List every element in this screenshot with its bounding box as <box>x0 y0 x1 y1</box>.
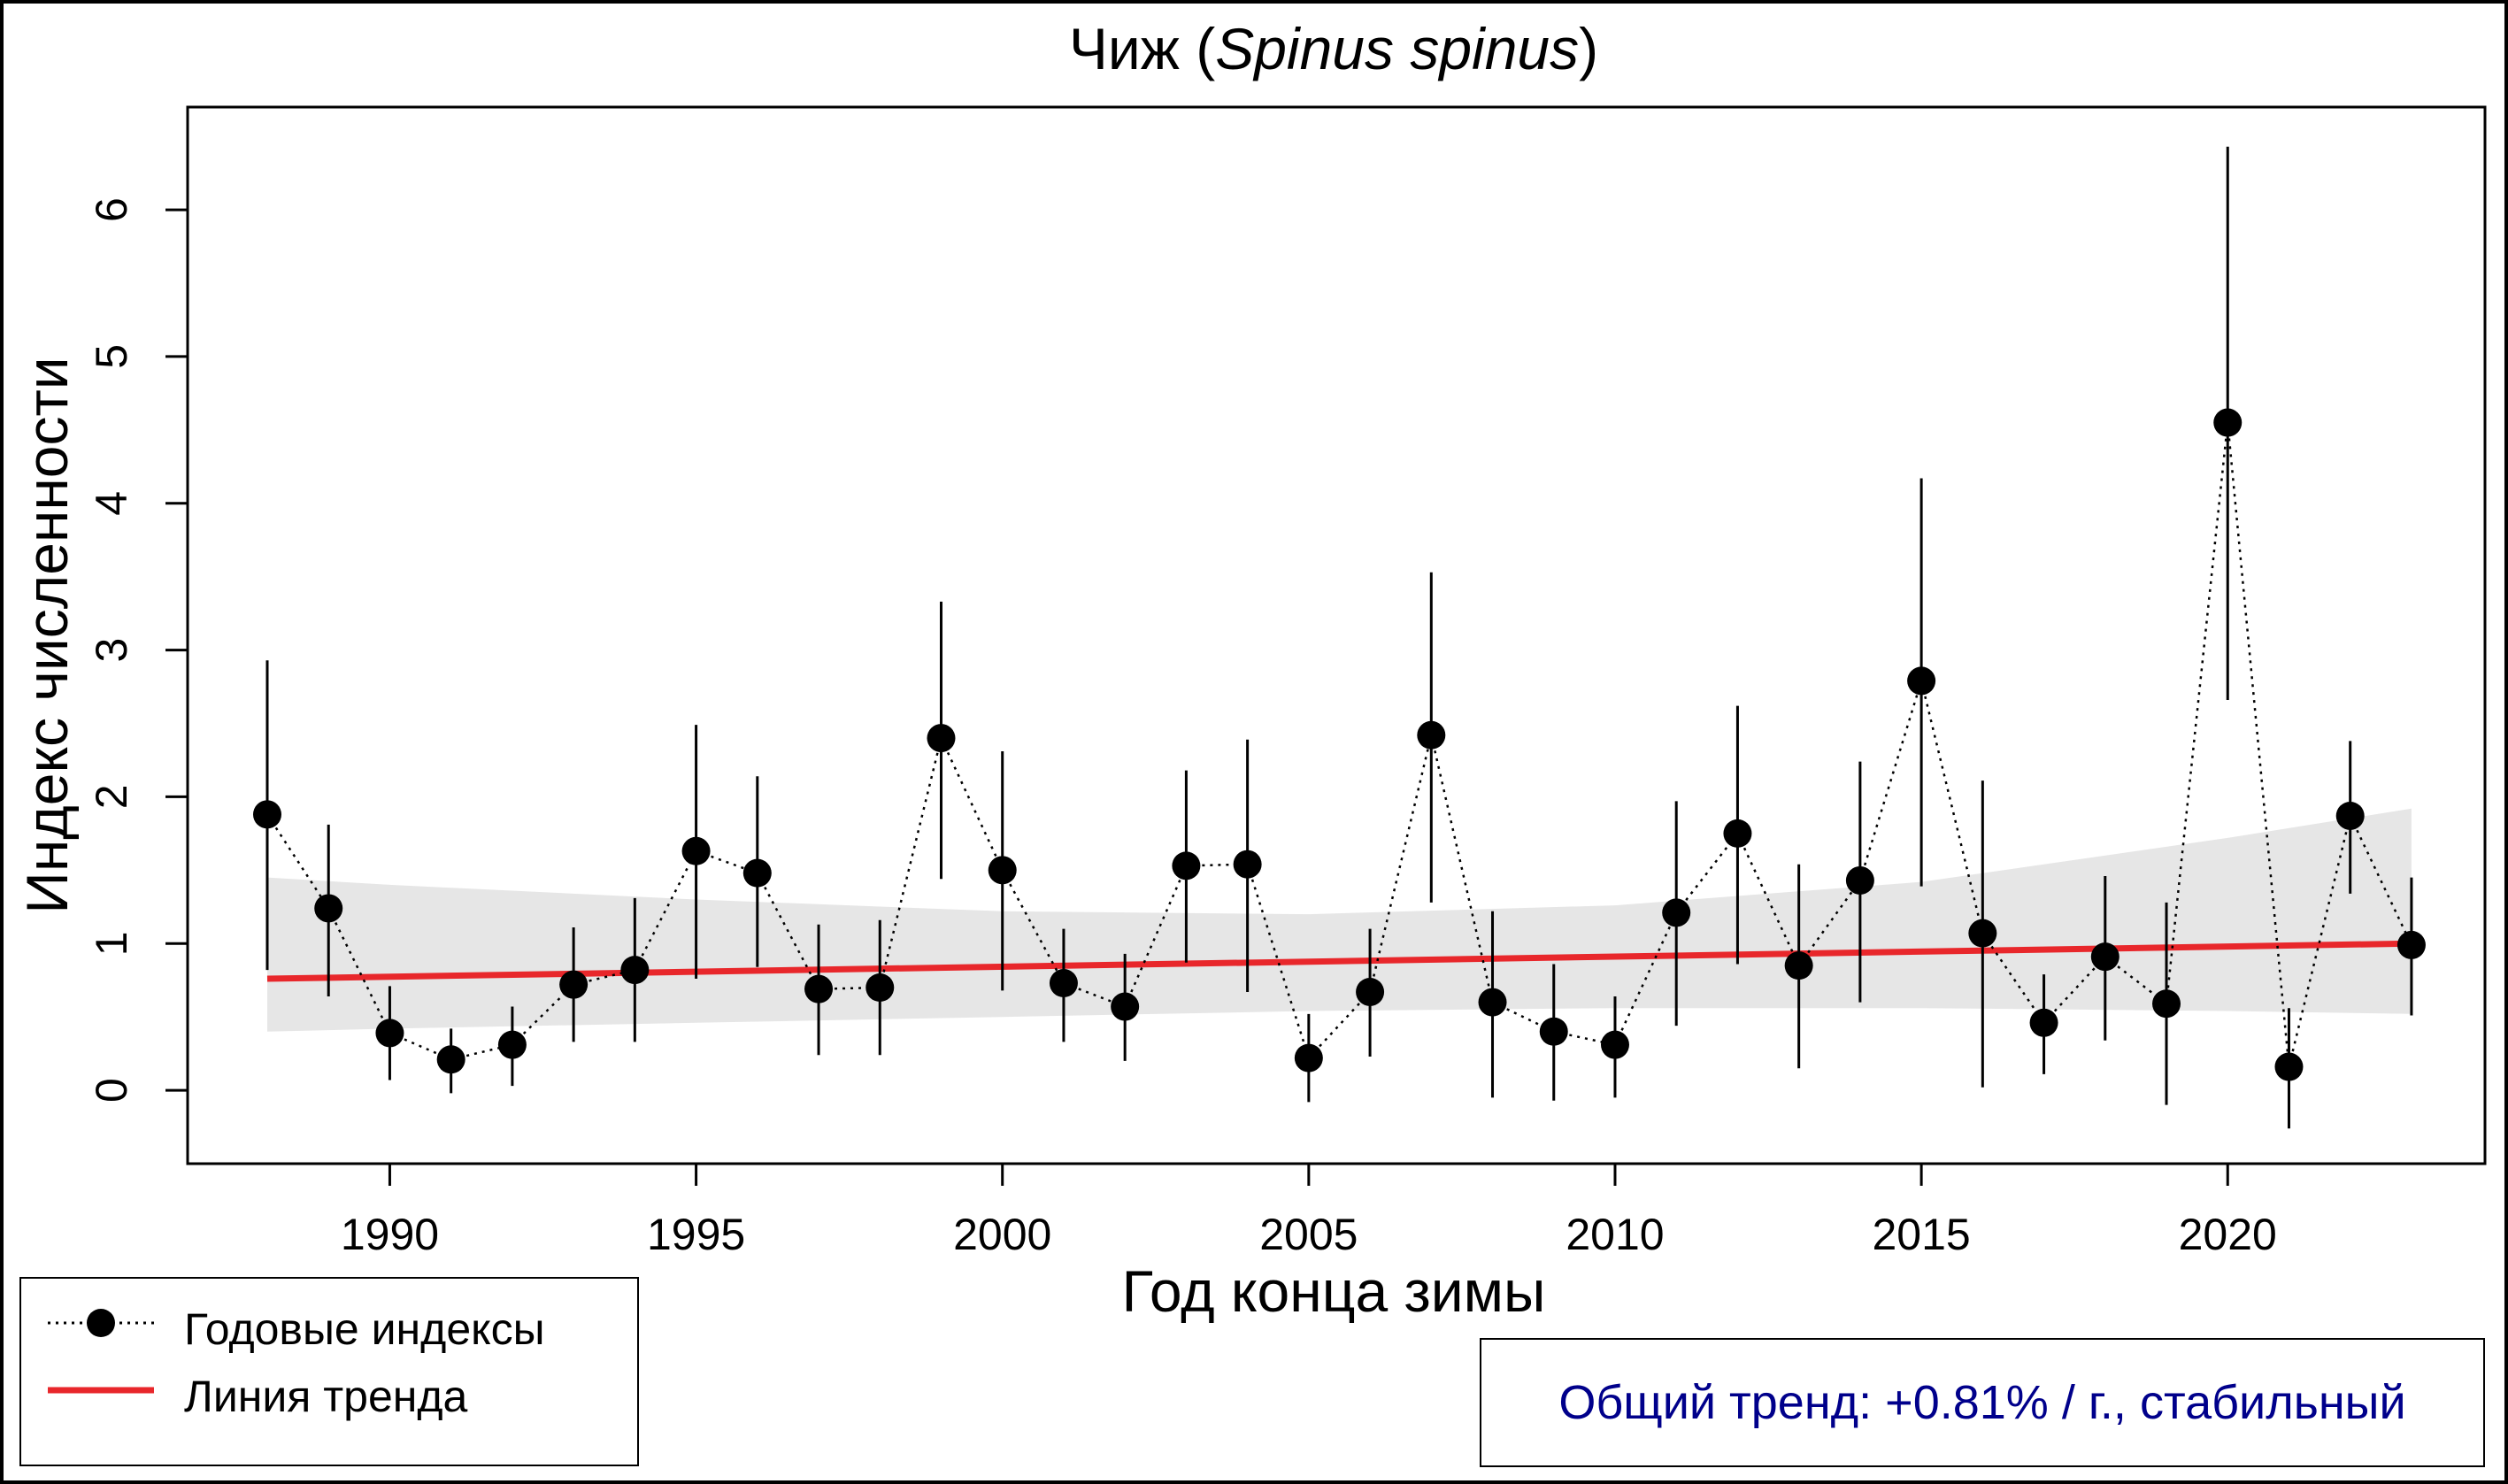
index-connector <box>879 737 942 988</box>
index-point <box>436 1045 465 1074</box>
confidence-band <box>267 808 2412 1032</box>
x-tick-label: 2005 <box>1259 1210 1358 1259</box>
y-tick-label: 1 <box>87 931 136 956</box>
chart-title-main: Чиж ( <box>1069 16 1215 81</box>
index-connector <box>940 737 1004 871</box>
legend-key-trend-line <box>48 1387 154 1394</box>
legend-item-annual-index: Годовые индексы <box>21 1293 637 1355</box>
index-point <box>2396 930 2426 959</box>
x-tick-label: 2020 <box>2179 1210 2277 1259</box>
index-point <box>1233 850 1262 879</box>
x-tick-label: 2015 <box>1872 1210 1970 1259</box>
index-point <box>375 1019 404 1048</box>
index-point <box>1845 865 1874 895</box>
index-point <box>1478 988 1507 1017</box>
index-connector-layer <box>265 422 2413 1067</box>
x-tick-label: 2000 <box>953 1210 1051 1259</box>
index-point <box>804 974 834 1003</box>
confidence-band-layer <box>267 808 2412 1032</box>
index-point <box>927 724 956 753</box>
index-connector <box>2288 815 2351 1067</box>
index-connector <box>1001 869 1066 984</box>
index-point <box>1784 951 1813 980</box>
index-point <box>1662 898 1691 927</box>
y-tick-label: 6 <box>87 197 136 222</box>
y-tick-label: 4 <box>87 491 136 516</box>
index-point <box>742 858 772 888</box>
index-point <box>2335 801 2365 830</box>
index-connector <box>265 813 330 910</box>
index-point <box>1294 1043 1323 1073</box>
index-connector <box>1797 880 1861 966</box>
index-point <box>865 973 895 1002</box>
index-connector <box>1063 981 1126 1008</box>
legend-label-annual-index: Годовые индексы <box>184 1304 545 1354</box>
index-connector <box>1675 833 1739 914</box>
index-connector <box>1858 680 1923 881</box>
index-point <box>1417 720 1446 750</box>
index-point <box>1539 1017 1568 1046</box>
index-connector <box>1919 680 1984 934</box>
index-point <box>1600 1030 1629 1059</box>
index-point <box>1356 977 1385 1006</box>
x-tick-label: 2010 <box>1566 1210 1664 1259</box>
index-point <box>314 894 343 923</box>
index-connector <box>756 873 820 990</box>
index-connector <box>1124 865 1188 1008</box>
trend-summary-text: Общий тренд: +0.81% / г., стабильный <box>1558 1376 2406 1429</box>
y-axis-label: Индекс численности <box>14 357 80 913</box>
index-connector <box>1736 833 1800 966</box>
index-connector <box>696 850 758 874</box>
y-tick-label: 2 <box>87 784 136 809</box>
y-tick-label: 3 <box>87 638 136 663</box>
index-point <box>2213 408 2243 437</box>
index-point <box>1968 919 1997 948</box>
index-point <box>2274 1052 2304 1081</box>
index-point <box>252 800 281 829</box>
index-point <box>2090 942 2119 972</box>
y-tick-label: 0 <box>87 1078 136 1103</box>
index-point <box>1907 666 1936 696</box>
legend: Годовые индексы Линия тренда <box>19 1277 639 1466</box>
index-point <box>1172 851 1201 880</box>
index-connector <box>1430 734 1494 1003</box>
index-connector <box>389 1032 452 1061</box>
index-connector <box>1613 911 1678 1046</box>
index-point <box>2029 1008 2058 1037</box>
index-point <box>2152 989 2181 1019</box>
axes-layer: 1990 1995 2000 2005 2010 2015 2020 0 1 2 3 4 5 6 <box>87 197 2277 1259</box>
chart-title: Чиж (Spinus spinus) <box>1069 16 1598 81</box>
index-point <box>620 956 650 985</box>
chart-title-end: ) <box>1579 16 1598 81</box>
legend-label-trend-line: Линия тренда <box>184 1372 468 1421</box>
legend-item-trend-line: Линия тренда <box>21 1360 637 1422</box>
index-point <box>1049 969 1078 998</box>
x-axis-label: Год конца зимы <box>1122 1258 1546 1324</box>
index-connector <box>2165 422 2229 1004</box>
x-tick-label: 1990 <box>341 1210 439 1259</box>
index-point <box>988 856 1017 885</box>
legend-key-annual-index <box>48 1309 154 1337</box>
index-point <box>681 836 711 865</box>
index-point <box>497 1030 527 1059</box>
index-point-layer <box>252 408 2426 1081</box>
index-connector <box>1981 932 2045 1024</box>
trend-summary-box: Общий тренд: +0.81% / г., стабильный <box>1480 1338 2485 1467</box>
chart-title-species: Spinus spinus <box>1215 16 1579 81</box>
index-point <box>1111 992 1140 1021</box>
y-tick-label: 5 <box>87 344 136 369</box>
index-connector <box>1246 864 1311 1058</box>
index-point <box>1723 819 1752 848</box>
x-tick-label: 1995 <box>647 1210 745 1259</box>
index-point <box>559 970 589 999</box>
